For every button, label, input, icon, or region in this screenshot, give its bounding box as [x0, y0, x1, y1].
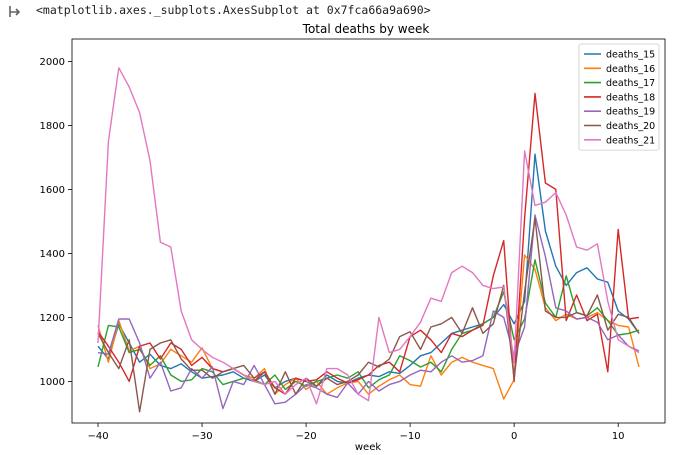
- y-tick-label: 1400: [40, 249, 65, 260]
- y-tick-label: 1600: [40, 185, 65, 196]
- x-axis-title: week: [355, 442, 381, 453]
- series-line-deaths_17: [97, 259, 640, 391]
- legend-label-deaths_20: deaths_20: [606, 121, 655, 132]
- x-tick-label: 10: [612, 431, 625, 442]
- y-tick-label: 1800: [40, 121, 65, 132]
- output-arrow-icon[interactable]: [7, 4, 23, 20]
- legend-label-deaths_18: deaths_18: [606, 92, 655, 103]
- chart-title: Total deaths by week: [302, 22, 430, 36]
- plot-area: [97, 67, 640, 413]
- x-tick-label: −10: [400, 431, 421, 442]
- y-tick-label: 1200: [40, 313, 65, 324]
- legend-label-deaths_19: deaths_19: [606, 107, 655, 118]
- y-tick-label: 2000: [40, 57, 65, 68]
- output-repr-text: <matplotlib.axes._subplots.AxesSubplot a…: [36, 3, 431, 17]
- x-tick-label: 0: [511, 431, 517, 442]
- series-line-deaths_20: [97, 217, 640, 413]
- x-tick-label: −20: [296, 431, 317, 442]
- y-tick-label: 1000: [40, 377, 65, 388]
- series-line-deaths_16: [97, 254, 640, 400]
- legend-label-deaths_21: deaths_21: [606, 135, 655, 146]
- series-line-deaths_19: [97, 214, 640, 410]
- legend-label-deaths_17: deaths_17: [606, 78, 655, 89]
- series-line-deaths_18: [97, 92, 640, 395]
- cell-output-header: <matplotlib.axes._subplots.AxesSubplot a…: [0, 0, 680, 22]
- series-line-deaths_21: [97, 67, 640, 405]
- series-line-deaths_15: [97, 153, 640, 389]
- x-tick-label: −30: [191, 431, 212, 442]
- legend: deaths_15 deaths_16 deaths_17 deaths_18deat…: [578, 43, 660, 151]
- axes-frame: [71, 38, 666, 424]
- y-axis: 1000 1200 1400 1600 1800 2000: [40, 57, 72, 388]
- legend-label-deaths_15: deaths_15: [606, 50, 655, 61]
- x-tick-label: −40: [87, 431, 108, 442]
- x-axis: −40 −30 −20 −10 0 10: [87, 423, 625, 442]
- legend-label-deaths_16: deaths_16: [606, 64, 655, 75]
- legend-box: [578, 43, 660, 151]
